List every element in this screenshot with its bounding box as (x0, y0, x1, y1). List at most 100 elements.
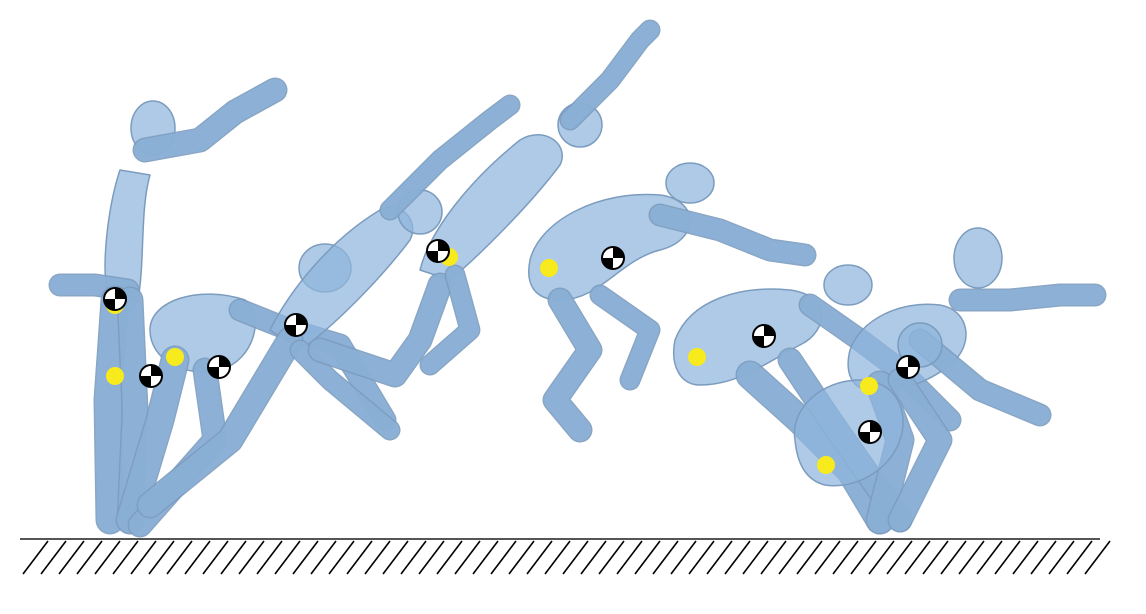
limb (291, 341, 399, 439)
hatch-mark (958, 540, 985, 575)
limb (138, 328, 302, 517)
hatch-mark (1048, 540, 1075, 575)
yellow-marker (688, 348, 706, 366)
hatch-mark (760, 540, 787, 575)
hatch-mark (814, 540, 841, 575)
hatch-mark (526, 540, 553, 575)
center-of-mass-icon (284, 313, 308, 337)
hatch-mark (886, 540, 913, 575)
limb (561, 21, 659, 129)
figure-poses (48, 19, 1107, 538)
hatch-mark (94, 540, 121, 575)
hatch-mark (166, 540, 193, 575)
hatch-mark (256, 540, 283, 575)
limb (910, 330, 1050, 425)
hatch-mark (310, 540, 337, 575)
ground (20, 538, 1111, 575)
hatch-mark (616, 540, 643, 575)
center-of-mass-icon (858, 420, 882, 444)
hatch-mark (472, 540, 499, 575)
limb (381, 96, 519, 219)
limb (544, 289, 601, 441)
hatch-mark (778, 540, 805, 575)
hatch-mark (940, 540, 967, 575)
center-of-mass-icon (896, 355, 920, 379)
torso (419, 134, 563, 281)
ground-hatching (22, 540, 1111, 575)
yellow-marker (817, 456, 835, 474)
hatch-mark (562, 540, 589, 575)
hatch-mark (112, 540, 139, 575)
center-of-mass-icon (103, 287, 127, 311)
hatch-mark (742, 540, 769, 575)
hatch-mark (670, 540, 697, 575)
limb (950, 285, 1105, 310)
hatch-mark (454, 540, 481, 575)
hatch-mark (1066, 540, 1093, 575)
limb (650, 205, 815, 265)
hatch-mark (220, 540, 247, 575)
yellow-marker (106, 367, 124, 385)
limb (889, 369, 951, 531)
hatch-mark (76, 540, 103, 575)
hatch-mark (130, 540, 157, 575)
head (953, 227, 1003, 289)
hatch-mark (796, 540, 823, 575)
hatch-mark (274, 540, 301, 575)
limb (95, 287, 128, 533)
pose-4 (307, 19, 661, 388)
limb (309, 274, 451, 386)
hatch-mark (688, 540, 715, 575)
hatch-mark (922, 540, 949, 575)
hatch-mark (652, 540, 679, 575)
hatch-mark (58, 540, 85, 575)
markers (103, 239, 920, 474)
head (665, 162, 715, 204)
torso (673, 288, 823, 386)
hatch-mark (148, 540, 175, 575)
hatch-mark (346, 540, 373, 575)
yellow-marker (166, 348, 184, 366)
hatch-mark (1084, 540, 1111, 575)
hatch-mark (184, 540, 211, 575)
hatch-mark (22, 540, 49, 575)
center-of-mass-icon (139, 364, 163, 388)
limb (134, 79, 286, 161)
hatch-mark (904, 540, 931, 575)
hatch-mark (436, 540, 463, 575)
center-of-mass-icon (752, 324, 776, 348)
hatch-mark (508, 540, 535, 575)
yellow-marker (860, 377, 878, 395)
hatch-mark (382, 540, 409, 575)
hatch-mark (292, 540, 319, 575)
hatch-mark (580, 540, 607, 575)
hatch-mark (238, 540, 265, 575)
hatch-mark (634, 540, 661, 575)
hatch-mark (400, 540, 427, 575)
limb (421, 266, 479, 374)
yellow-marker (540, 259, 558, 277)
hatch-mark (1030, 540, 1057, 575)
hatch-mark (850, 540, 877, 575)
hatch-mark (994, 540, 1021, 575)
hatch-mark (598, 540, 625, 575)
center-of-mass-icon (207, 355, 231, 379)
pose-3 (136, 94, 521, 519)
limb (117, 347, 188, 533)
center-of-mass-icon (601, 246, 625, 270)
hatch-mark (706, 540, 733, 575)
hatch-mark (868, 540, 895, 575)
hatch-mark (364, 540, 391, 575)
hatch-mark (832, 540, 859, 575)
hatch-mark (328, 540, 355, 575)
center-of-mass-icon (426, 239, 450, 263)
hatch-mark (1012, 540, 1039, 575)
hatch-mark (724, 540, 751, 575)
hatch-mark (202, 540, 229, 575)
hatch-mark (40, 540, 67, 575)
hatch-mark (490, 540, 517, 575)
limb (591, 286, 659, 389)
hatch-mark (418, 540, 445, 575)
hatch-mark (544, 540, 571, 575)
